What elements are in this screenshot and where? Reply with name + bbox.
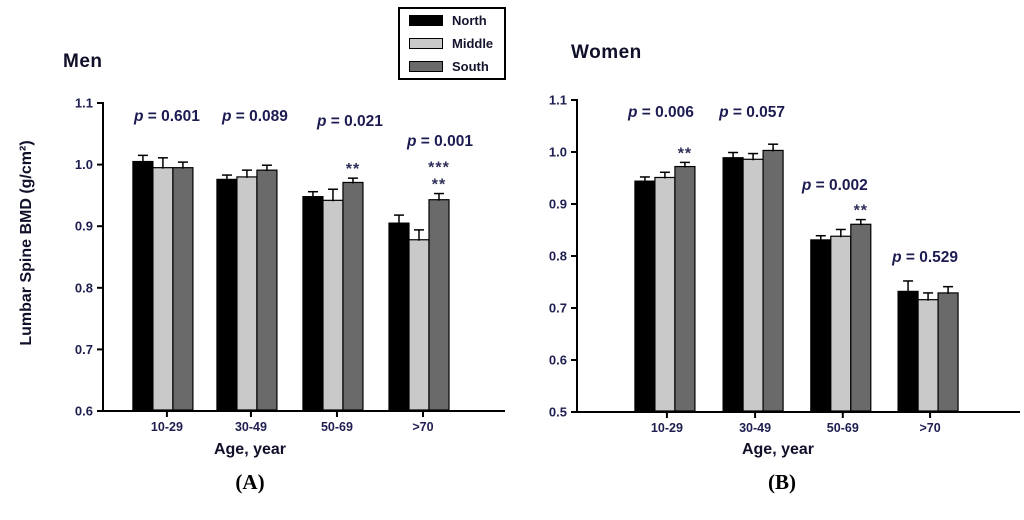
y-tick-label: 0.9 [549,197,567,212]
bar-south [674,165,696,412]
y-axis-label: Lumbar Spine BMD (g/cm²) [18,140,35,346]
significance-stars: ** [346,161,360,178]
x-tick-label: 50-69 [321,420,353,434]
bar-north [810,239,832,412]
bar-north [302,196,324,411]
y-tick-label: 0.8 [75,280,93,295]
x-tick-label: 30-49 [739,421,771,435]
panel-a-letter: (A) [235,470,265,494]
bar-north [216,178,238,411]
y-tick-label: 1.0 [549,145,567,160]
p-value-annotation: p = 0.006 [627,104,694,121]
p-value-annotation: p = 0.001 [406,133,473,150]
bar-south [172,167,194,411]
bar-middle [236,176,258,411]
bar-north [132,160,154,411]
bar-middle [917,299,939,412]
bar-north [722,157,744,412]
bar-middle [408,239,430,411]
bar-south [937,292,959,412]
x-tick-label: 50-69 [827,421,859,435]
x-tick-label: 10-29 [651,421,683,435]
legend-swatch-north [409,15,443,26]
p-value-annotation: p = 0.529 [891,249,958,266]
y-tick-label: 1.0 [75,157,93,172]
x-tick-label: >70 [412,420,433,434]
y-tick-label: 0.7 [75,342,93,357]
y-tick-label: 0.5 [549,405,567,420]
x-tick-label: 10-29 [151,420,183,434]
significance-stars: ** [432,177,446,194]
legend-swatch-middle [409,38,443,49]
legend-swatch-south [409,61,443,72]
bar-north [897,290,919,412]
bar-middle [152,167,174,411]
bar-middle [654,176,676,412]
y-tick-label: 0.6 [549,353,567,368]
p-value-annotation: p = 0.021 [316,113,383,130]
legend-item-north: North [409,13,504,28]
p-value-annotation: p = 0.057 [718,104,785,121]
panel-a-x-axis-label: Age, year [213,441,287,458]
x-tick-label: >70 [919,421,940,435]
panel-b-title: Women [571,42,642,63]
y-tick-label: 0.8 [549,249,567,264]
significance-stars: ** [854,203,868,220]
bar-middle [742,158,764,412]
panel-b-letter: (B) [768,470,796,494]
y-tick-label: 1.1 [549,93,567,108]
bar-middle [830,235,852,412]
p-value-annotation: p = 0.089 [221,108,288,125]
legend-item-middle: Middle [409,36,504,51]
legend: North Middle South [398,7,506,80]
p-value-annotation: p = 0.601 [133,108,200,125]
x-tick-label: 30-49 [235,420,267,434]
legend-label-north: North [452,13,487,28]
bar-south [762,149,784,412]
bar-south [256,169,278,411]
y-tick-label: 0.6 [75,404,93,419]
y-tick-label: 0.7 [549,301,567,316]
bar-south [428,199,450,411]
p-value-annotation: p = 0.002 [801,177,868,194]
bar-south [342,181,364,411]
significance-stars: ** [678,145,692,162]
bar-north [634,180,656,412]
legend-label-middle: Middle [452,36,494,51]
bar-middle [322,199,344,411]
y-tick-label: 1.1 [75,96,93,111]
y-tick-label: 0.9 [75,219,93,234]
legend-label-south: South [452,59,489,74]
significance-stars: *** [428,160,450,177]
panel-a-title: Men [63,51,103,72]
panel-b-x-axis-label: Age, year [741,441,815,458]
bar-south [850,223,872,412]
legend-item-south: South [409,59,504,74]
bar-north [388,222,410,411]
